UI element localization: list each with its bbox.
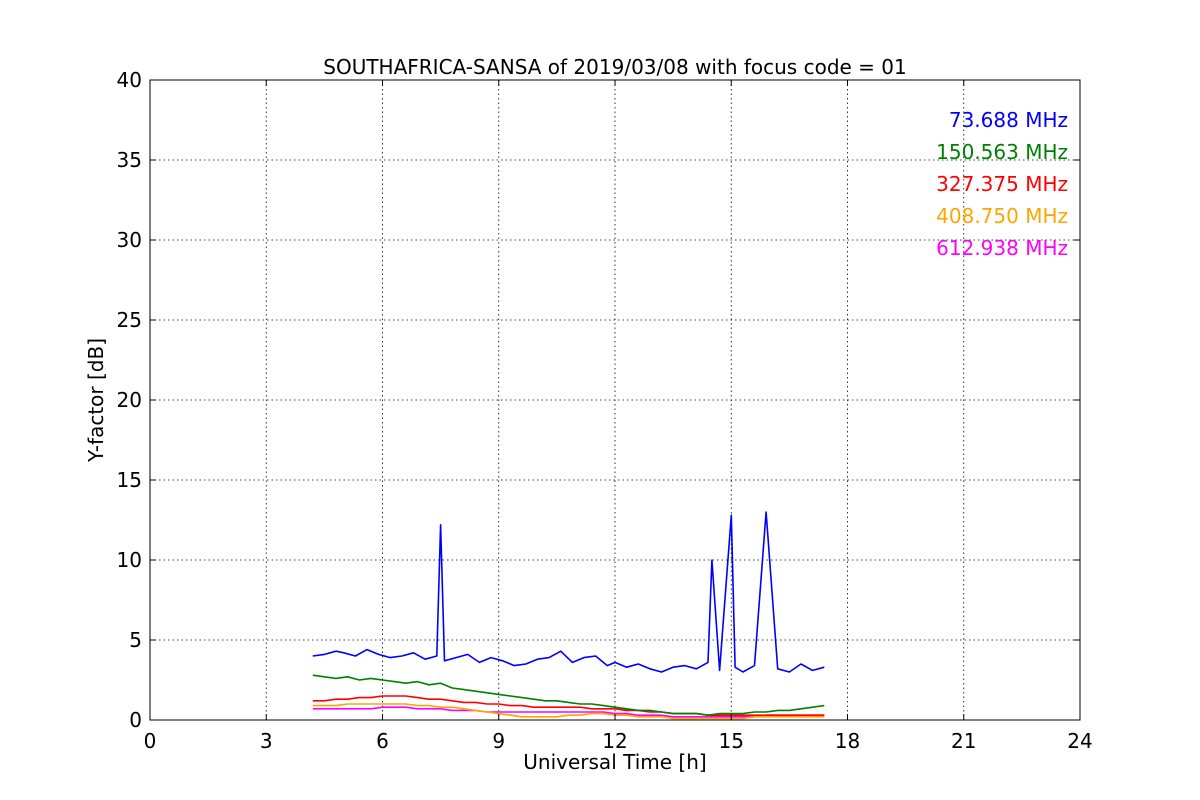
x-tick-label: 18 [835, 729, 860, 753]
y-tick-label: 10 [117, 548, 142, 572]
y-tick-label: 25 [117, 308, 142, 332]
series-lines [312, 511, 825, 720]
series-line-4 [312, 706, 825, 718]
legend-entry: 327.375 MHz [936, 172, 1068, 196]
x-tick-labels: 0 3 6 9 12 15 18 21 24 [144, 729, 1093, 753]
x-tick-label: 0 [144, 729, 157, 753]
x-tick-label: 9 [492, 729, 505, 753]
y-tick-label: 30 [117, 228, 142, 252]
y-tick-label: 15 [117, 468, 142, 492]
y-tick-label: 0 [129, 708, 142, 732]
legend-entry: 150.563 MHz [936, 140, 1068, 164]
x-tick-label: 21 [951, 729, 976, 753]
y-tick-label: 20 [117, 388, 142, 412]
axis-ticks [149, 79, 1081, 721]
grid [150, 80, 1080, 720]
y-axis-label: Y-factor [dB] [84, 338, 108, 463]
x-tick-label: 3 [260, 729, 273, 753]
x-tick-label: 6 [376, 729, 389, 753]
series-line-3 [312, 703, 825, 720]
x-tick-label: 15 [719, 729, 744, 753]
x-axis-label: Universal Time [h] [523, 750, 706, 774]
series-line-1 [312, 674, 825, 717]
x-tick-label: 12 [602, 729, 627, 753]
legend-entry: 73.688 MHz [949, 108, 1068, 132]
y-tick-labels: 0 5 10 15 20 25 30 35 40 [117, 68, 142, 732]
x-tick-label: 24 [1067, 729, 1092, 753]
chart-title: SOUTHAFRICA-SANSA of 2019/03/08 with foc… [323, 55, 907, 79]
series-line-0 [312, 511, 825, 673]
y-tick-label: 40 [117, 68, 142, 92]
legend-entry: 612.938 MHz [936, 236, 1068, 260]
y-tick-label: 35 [117, 148, 142, 172]
y-tick-label: 5 [129, 628, 142, 652]
legend-entry: 408.750 MHz [936, 204, 1068, 228]
series-line-2 [312, 695, 825, 717]
legend: 73.688 MHz 150.563 MHz 327.375 MHz 408.750 … [936, 108, 1068, 260]
